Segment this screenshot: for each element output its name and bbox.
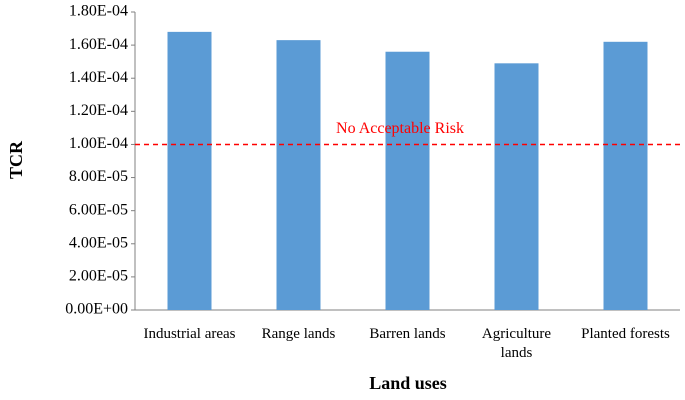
x-tick-label: Industrial areas <box>143 326 236 342</box>
y-tick-label: 1.20E-04 <box>69 102 128 119</box>
bar <box>494 63 539 311</box>
y-axis-label: TCR <box>6 140 26 179</box>
y-tick-label: 0.00E+00 <box>65 301 128 318</box>
y-tick-label: 4.00E-05 <box>69 234 128 251</box>
y-tick-label: 1.40E-04 <box>69 69 128 86</box>
y-tick-label: 1.00E-04 <box>69 135 128 152</box>
x-tick-label: Range lands <box>261 326 336 342</box>
x-tick-label: Planted forests <box>581 326 670 342</box>
y-tick-label: 6.00E-05 <box>69 201 128 218</box>
x-tick-label: Agriculture lands <box>481 326 552 361</box>
y-tick-label: 1.60E-04 <box>69 36 128 53</box>
x-axis-label: Land uses <box>369 373 447 393</box>
y-tick-label: 8.00E-05 <box>69 168 128 185</box>
reference-label: No Acceptable Risk <box>336 120 464 137</box>
bar <box>603 41 648 311</box>
bar <box>167 31 212 310</box>
y-tick-label: 2.00E-05 <box>69 268 128 285</box>
bar <box>385 51 430 310</box>
bar <box>276 40 321 311</box>
x-tick-label: Barren lands <box>369 326 446 342</box>
y-tick-label: 1.80E-04 <box>69 3 128 20</box>
